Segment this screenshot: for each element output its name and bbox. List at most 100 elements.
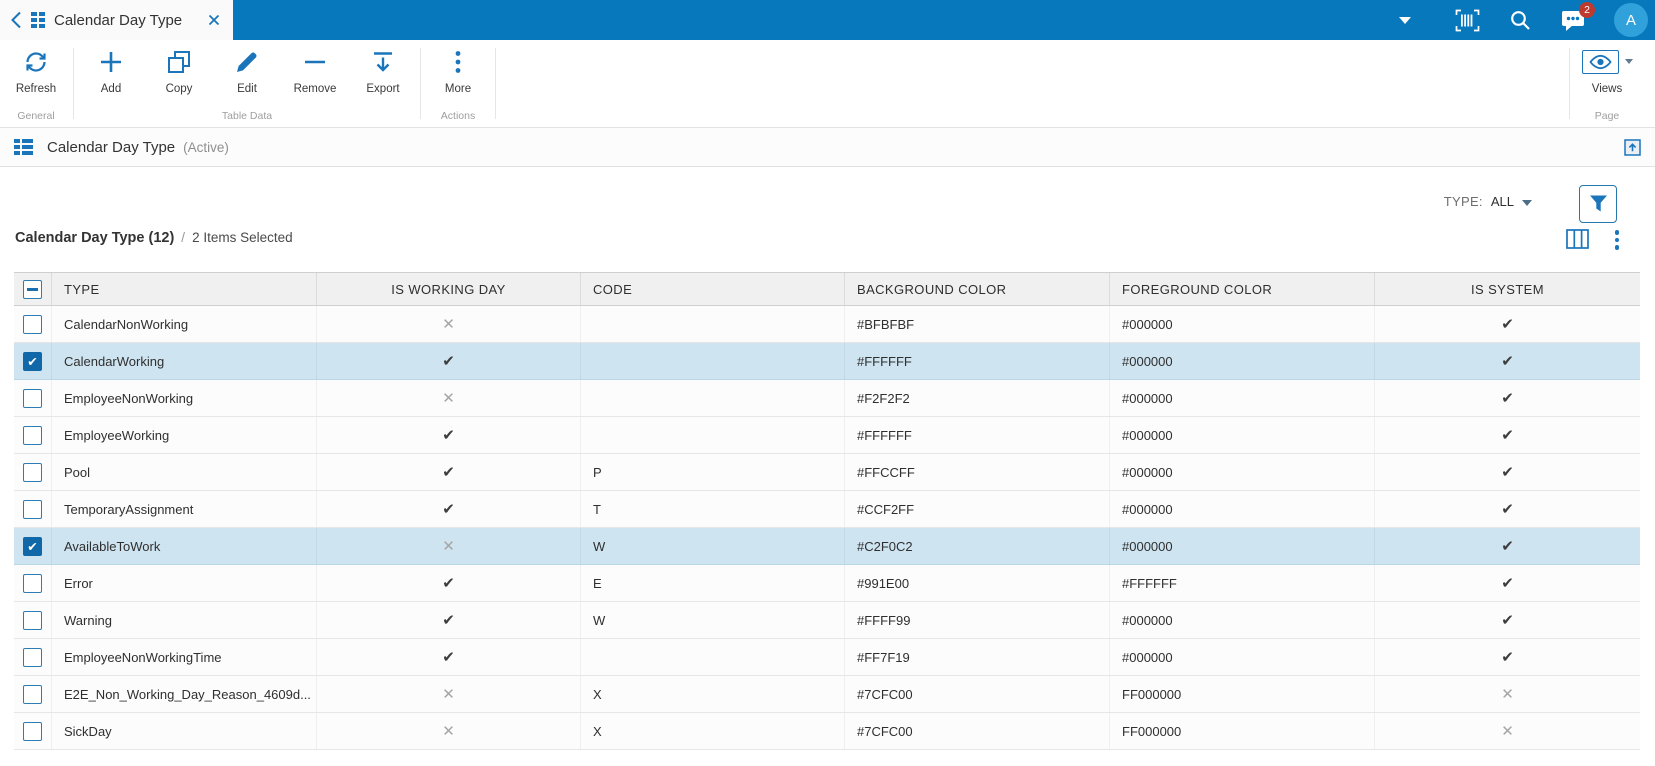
select-all-checkbox[interactable]	[23, 279, 42, 299]
more-icon	[454, 48, 462, 75]
table-row[interactable]: Error ✔ E #991E00 #FFFFFF ✔	[14, 565, 1640, 602]
selection-count: 2 Items Selected	[192, 230, 293, 245]
cell-is-system: ✔	[1374, 565, 1640, 601]
grid-menu-kebab-icon[interactable]	[1613, 228, 1622, 252]
table-row[interactable]: EmployeeNonWorking ✕ #F2F2F2 #000000 ✔	[14, 380, 1640, 417]
ribbon-group-label: Page	[1594, 110, 1620, 122]
cell-foreground-color: #000000	[1109, 343, 1374, 379]
cross-icon: ✕	[442, 390, 455, 407]
ribbon-separator	[420, 48, 421, 119]
table-row[interactable]: TemporaryAssignment ✔ T #CCF2FF #000000 ✔	[14, 491, 1640, 528]
cell-code	[580, 380, 844, 416]
column-header-foreground-color[interactable]: FOREGROUND COLOR	[1109, 273, 1374, 305]
cell-type: AvailableToWork	[51, 528, 316, 564]
cell-background-color: #BFBFBF	[844, 306, 1109, 342]
check-icon: ✔	[1501, 427, 1514, 444]
cross-icon: ✕	[1501, 723, 1514, 740]
table-row[interactable]: ✔ AvailableToWork ✕ W #C2F0C2 #000000 ✔	[14, 528, 1640, 565]
row-checkbox-cell	[14, 639, 51, 675]
table-row[interactable]: EmployeeWorking ✔ #FFFFFF #000000 ✔	[14, 417, 1640, 454]
row-checkbox-cell	[14, 602, 51, 638]
row-checkbox[interactable]	[23, 573, 42, 593]
column-header-type[interactable]: TYPE	[51, 273, 316, 305]
column-header-is-system[interactable]: IS SYSTEM	[1374, 273, 1640, 305]
ribbon-group-label: Table Data	[221, 110, 273, 122]
type-filter-dropdown[interactable]: TYPE: ALL	[1444, 194, 1532, 209]
remove-button[interactable]: Remove	[281, 48, 349, 110]
views-button[interactable]: Views	[1573, 48, 1641, 110]
column-header-code[interactable]: CODE	[580, 273, 844, 305]
cell-foreground-color: #000000	[1109, 602, 1374, 638]
active-tab[interactable]: Calendar Day Type	[0, 0, 233, 40]
check-icon: ✔	[442, 353, 455, 370]
messages-icon[interactable]: 2	[1560, 2, 1595, 32]
table-row[interactable]: Pool ✔ P #FFCCFF #000000 ✔	[14, 454, 1640, 491]
row-checkbox[interactable]	[23, 425, 42, 445]
table-row[interactable]: EmployeeNonWorkingTime ✔ #FF7F19 #000000 ✔	[14, 639, 1640, 676]
column-chooser-icon[interactable]	[1566, 229, 1589, 249]
barcode-icon[interactable]	[1455, 9, 1480, 32]
cell-code: T	[580, 491, 844, 527]
workspace-caret-icon[interactable]	[1399, 16, 1411, 24]
add-icon	[98, 48, 124, 75]
cross-icon: ✕	[442, 538, 455, 555]
row-checkbox[interactable]	[23, 647, 42, 667]
export-button[interactable]: Export	[349, 48, 417, 110]
row-checkbox[interactable]	[23, 314, 42, 334]
cell-is-working-day: ✔	[316, 343, 580, 379]
cell-type: EmployeeWorking	[51, 417, 316, 453]
check-icon: ✔	[442, 427, 455, 444]
more-button[interactable]: More	[424, 48, 492, 110]
table-row[interactable]: SickDay ✕ X #7CFC00 FF000000 ✕	[14, 713, 1640, 750]
ribbon-separator	[73, 48, 74, 119]
ribbon-separator	[495, 48, 496, 119]
tab-close-icon[interactable]	[207, 13, 221, 27]
type-filter-label: TYPE:	[1443, 194, 1483, 209]
popout-icon[interactable]	[1624, 138, 1641, 156]
app-grid-icon[interactable]	[31, 12, 45, 28]
cell-is-working-day: ✔	[316, 565, 580, 601]
cell-is-working-day: ✕	[316, 380, 580, 416]
table-row[interactable]: E2E_Non_Working_Day_Reason_4609d... ✕ X #7C…	[14, 676, 1640, 713]
row-checkbox[interactable]	[23, 610, 42, 630]
edit-button[interactable]: Edit	[213, 48, 281, 110]
cell-is-working-day: ✔	[316, 602, 580, 638]
column-header-background-color[interactable]: BACKGROUND COLOR	[844, 273, 1109, 305]
cell-is-system: ✔	[1374, 417, 1640, 453]
table-row[interactable]: Warning ✔ W #FFFF99 #000000 ✔	[14, 602, 1640, 639]
check-icon: ✔	[1501, 649, 1514, 666]
check-icon: ✔	[442, 649, 455, 666]
row-checkbox[interactable]	[23, 499, 42, 519]
row-checkbox[interactable]: ✔	[23, 351, 42, 371]
back-chevron-icon[interactable]	[10, 10, 22, 30]
cell-type: CalendarNonWorking	[51, 306, 316, 342]
cell-foreground-color: #000000	[1109, 306, 1374, 342]
cell-type: CalendarWorking	[51, 343, 316, 379]
row-checkbox[interactable]	[23, 721, 42, 741]
column-header-is-working-day[interactable]: IS WORKING DAY	[316, 273, 580, 305]
row-checkbox[interactable]	[23, 388, 42, 408]
views-eye-icon	[1581, 48, 1633, 75]
cell-foreground-color: #000000	[1109, 491, 1374, 527]
table-list-icon	[14, 139, 33, 155]
filter-button[interactable]	[1579, 185, 1617, 223]
table-row[interactable]: ✔ CalendarWorking ✔ #FFFFFF #000000 ✔	[14, 343, 1640, 380]
cell-foreground-color: #000000	[1109, 528, 1374, 564]
row-checkbox[interactable]	[23, 462, 42, 482]
add-button[interactable]: Add	[77, 48, 145, 110]
table-row[interactable]: CalendarNonWorking ✕ #BFBFBF #000000 ✔	[14, 306, 1640, 343]
cell-type: Pool	[51, 454, 316, 490]
search-icon[interactable]	[1508, 8, 1532, 32]
row-checkbox[interactable]: ✔	[23, 536, 42, 556]
refresh-button[interactable]: Refresh	[2, 48, 70, 110]
cell-background-color: #C2F0C2	[844, 528, 1109, 564]
cell-foreground-color: #000000	[1109, 454, 1374, 490]
row-checkbox[interactable]	[23, 684, 42, 704]
cell-is-system: ✔	[1374, 343, 1640, 379]
copy-button[interactable]: Copy	[145, 48, 213, 110]
avatar[interactable]: A	[1614, 3, 1648, 37]
views-caret-icon[interactable]	[1624, 59, 1633, 64]
cell-code	[580, 343, 844, 379]
ribbon-button-label: Edit	[237, 83, 257, 95]
